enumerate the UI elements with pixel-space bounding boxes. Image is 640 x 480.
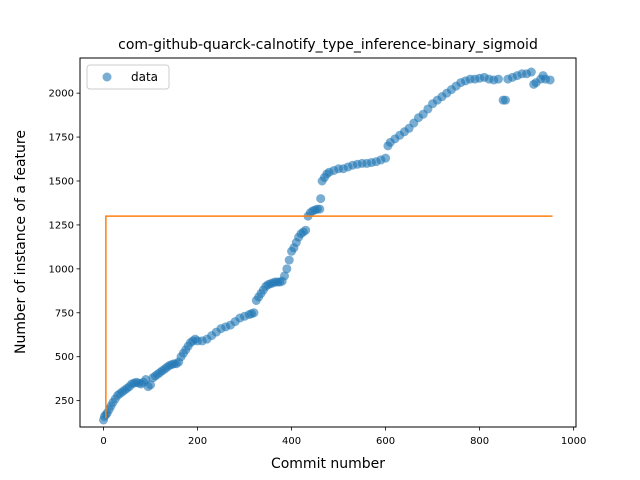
- data-point: [493, 74, 503, 84]
- data-point: [381, 153, 391, 163]
- data-point: [526, 67, 536, 77]
- x-tick-label: 1000: [561, 436, 586, 447]
- y-tick-label: 1500: [49, 177, 74, 188]
- data-point: [280, 271, 290, 281]
- data-point: [146, 380, 156, 390]
- y-axis-label: Number of instance of a feature: [13, 130, 29, 354]
- x-tick-label: 600: [376, 436, 395, 447]
- x-axis-label: Commit number: [271, 456, 385, 472]
- data-point: [284, 255, 294, 265]
- legend-box: [86, 64, 170, 90]
- legend: data: [86, 64, 170, 90]
- data-point: [316, 194, 326, 204]
- fit-line: [105, 215, 553, 419]
- data-point: [301, 225, 311, 235]
- chart-title: com-github-quarck-calnotify_type_inferen…: [118, 37, 538, 53]
- legend-label-data: data: [131, 70, 158, 84]
- axes-frame: [79, 57, 577, 428]
- y-tick-label: 500: [55, 352, 74, 363]
- y-tick-label: 750: [55, 308, 74, 319]
- y-tick-label: 1750: [49, 133, 74, 144]
- y-axis-ticks: 250 500 750 1000 1250 1500 1750 2000: [49, 89, 80, 407]
- y-tick-label: 2000: [49, 89, 74, 100]
- data-point: [545, 75, 555, 85]
- y-tick-label: 1250: [49, 220, 74, 231]
- data-point: [249, 308, 259, 318]
- x-tick-label: 0: [100, 436, 106, 447]
- x-tick-label: 400: [282, 436, 301, 447]
- x-tick-label: 200: [188, 436, 207, 447]
- x-axis-ticks: 0 200 400 600 800 1000: [100, 427, 586, 447]
- legend-marker-data: [102, 72, 112, 82]
- y-tick-label: 1000: [49, 264, 74, 275]
- plot-content: [99, 67, 555, 425]
- y-tick-label: 250: [55, 396, 74, 407]
- x-tick-label: 800: [470, 436, 489, 447]
- data-point: [282, 264, 292, 274]
- data-point: [315, 204, 325, 214]
- data-point: [500, 95, 510, 105]
